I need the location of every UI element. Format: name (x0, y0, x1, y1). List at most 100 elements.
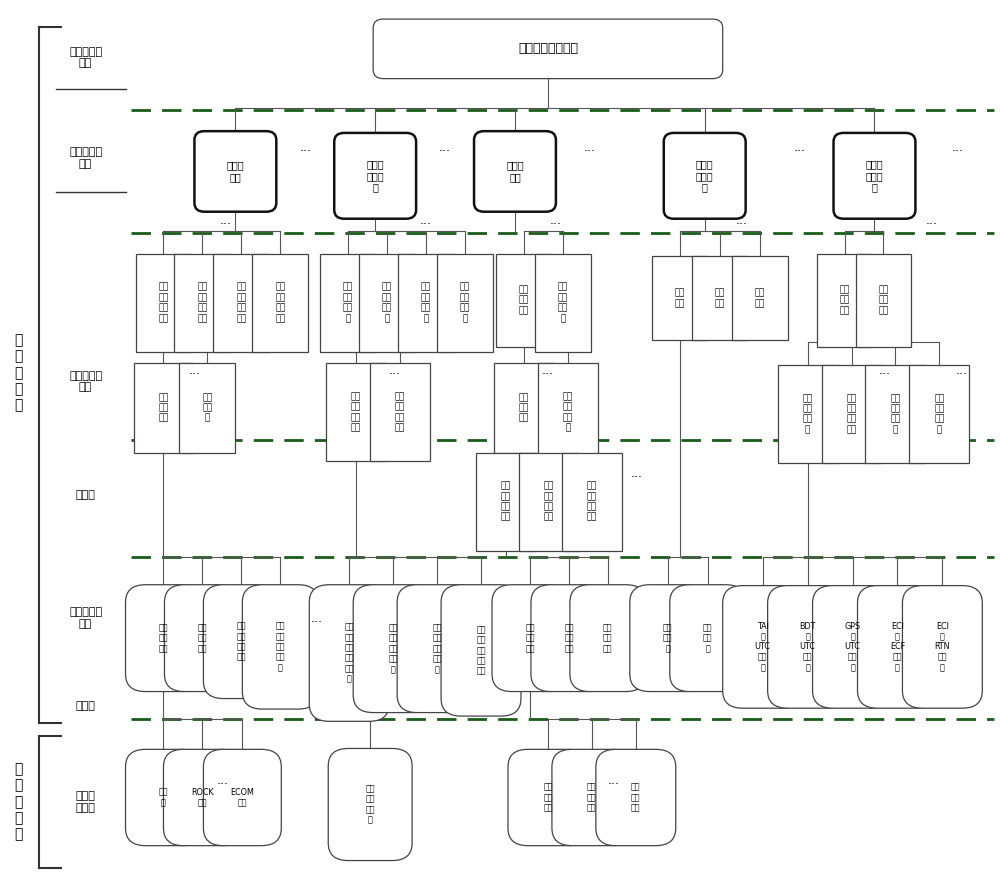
FancyBboxPatch shape (252, 253, 308, 352)
Text: 双层
折线
模型: 双层 折线 模型 (631, 782, 641, 812)
Text: 二级颗粒度
模型: 二级颗粒度 模型 (69, 147, 102, 169)
Text: ···: ··· (608, 778, 620, 791)
Text: 用户
接收
机模
块: 用户 接收 机模 块 (558, 282, 568, 323)
Text: 单元层: 单元层 (76, 701, 96, 710)
Text: GPS
与
UTC
间转
换: GPS 与 UTC 间转 换 (844, 622, 861, 672)
Text: 主控
站仿
真模
块: 主控 站仿 真模 块 (343, 282, 353, 323)
FancyBboxPatch shape (652, 256, 708, 340)
FancyBboxPatch shape (397, 585, 477, 713)
Text: ···: ··· (216, 778, 228, 791)
FancyBboxPatch shape (664, 133, 746, 218)
FancyBboxPatch shape (213, 253, 269, 352)
FancyBboxPatch shape (535, 253, 591, 352)
Text: 四级颗粒度
模型: 四级颗粒度 模型 (69, 607, 102, 629)
FancyBboxPatch shape (373, 19, 723, 79)
FancyBboxPatch shape (437, 253, 493, 352)
Text: 空间环
境子系
统: 空间环 境子系 统 (696, 160, 714, 192)
Text: 星间
环境: 星间 环境 (755, 289, 765, 308)
Text: ···: ··· (310, 616, 322, 629)
Text: ···: ··· (955, 368, 967, 381)
Text: 广域
差分
信息
仿真
模型: 广域 差分 信息 仿真 模型 (476, 625, 486, 675)
FancyBboxPatch shape (778, 365, 838, 463)
Text: 模
型
逼
真
度: 模 型 逼 真 度 (14, 762, 23, 841)
FancyBboxPatch shape (858, 586, 937, 709)
Text: 电离
层模
型: 电离 层模 型 (663, 624, 673, 653)
Text: 飞机
轨迹
仿真
模型: 飞机 轨迹 仿真 模型 (544, 481, 554, 522)
FancyBboxPatch shape (370, 363, 430, 461)
FancyBboxPatch shape (353, 585, 433, 713)
FancyBboxPatch shape (179, 363, 235, 453)
FancyBboxPatch shape (508, 749, 588, 845)
Text: 积分
器模
块: 积分 器模 块 (202, 393, 213, 423)
Text: ···: ··· (794, 145, 806, 158)
FancyBboxPatch shape (476, 453, 536, 551)
FancyBboxPatch shape (309, 585, 389, 721)
FancyBboxPatch shape (692, 256, 748, 340)
Text: 三级颗粒度
模型: 三级颗粒度 模型 (69, 371, 102, 392)
Text: 一级颗粒度
模型: 一级颗粒度 模型 (69, 46, 102, 68)
FancyBboxPatch shape (126, 749, 201, 845)
FancyBboxPatch shape (163, 749, 241, 845)
Text: 日月
引力
摄动
模型: 日月 引力 摄动 模型 (237, 622, 246, 662)
FancyBboxPatch shape (194, 132, 276, 211)
Text: 卫星
载荷
仿真
模块: 卫星 载荷 仿真 模块 (236, 282, 246, 323)
FancyBboxPatch shape (768, 586, 848, 709)
Text: 时间
系统
内部
转换: 时间 系统 内部 转换 (846, 394, 857, 434)
Text: 球模
型: 球模 型 (159, 788, 168, 807)
FancyBboxPatch shape (126, 585, 201, 692)
FancyBboxPatch shape (334, 133, 416, 218)
Text: ···: ··· (219, 218, 231, 232)
FancyBboxPatch shape (909, 365, 969, 463)
Text: 坐标
系统
间转
换: 坐标 系统 间转 换 (890, 394, 901, 434)
FancyBboxPatch shape (562, 453, 622, 551)
Text: 二体
引力
模型: 二体 引力 模型 (198, 624, 207, 653)
Text: 不同建
模方法: 不同建 模方法 (76, 791, 96, 813)
FancyBboxPatch shape (670, 585, 746, 692)
FancyBboxPatch shape (359, 253, 415, 352)
Text: 用户子
系统: 用户子 系统 (506, 160, 524, 182)
Text: ECI
与
RTN
间转
换: ECI 与 RTN 间转 换 (935, 622, 950, 672)
Text: 电离
层参
数仿
真模
型: 电离 层参 数仿 真模 型 (388, 624, 398, 674)
Text: ···: ··· (188, 368, 200, 381)
FancyBboxPatch shape (494, 363, 554, 453)
Text: 动力
计算
模块: 动力 计算 模块 (158, 393, 169, 423)
Text: 全球卫星导航系统: 全球卫星导航系统 (518, 42, 578, 55)
FancyBboxPatch shape (136, 253, 191, 352)
Text: ···: ··· (542, 368, 554, 381)
FancyBboxPatch shape (732, 256, 788, 340)
Text: ···: ··· (925, 218, 937, 232)
Text: 三角
格网
模型: 三角 格网 模型 (587, 782, 597, 812)
Text: 轮船
轨迹
仿真
模型: 轮船 轨迹 仿真 模型 (587, 481, 597, 522)
Text: ···: ··· (420, 218, 432, 232)
Text: 卫星
星座
仿真
模块: 卫星 星座 仿真 模块 (275, 282, 285, 323)
Text: 最小
二乘
法模
型: 最小 二乘 法模 型 (365, 784, 375, 824)
Text: ···: ··· (550, 218, 562, 232)
Text: ···: ··· (299, 145, 311, 158)
FancyBboxPatch shape (474, 132, 556, 211)
Text: 转弯
运动
模型: 转弯 运动 模型 (564, 624, 574, 653)
FancyBboxPatch shape (531, 585, 607, 692)
FancyBboxPatch shape (834, 133, 915, 218)
Text: 业务
规划
生成
模块: 业务 规划 生成 模块 (395, 392, 405, 432)
FancyBboxPatch shape (164, 585, 240, 692)
Text: 用户
仿真
模块: 用户 仿真 模块 (519, 285, 529, 315)
FancyBboxPatch shape (242, 585, 318, 709)
FancyBboxPatch shape (320, 253, 376, 352)
FancyBboxPatch shape (441, 585, 521, 716)
Text: 时空基
准子系
统: 时空基 准子系 统 (866, 160, 883, 192)
FancyBboxPatch shape (865, 365, 925, 463)
Text: 卫星
星历
差参
数仿
真模
型: 卫星 星历 差参 数仿 真模 型 (344, 623, 354, 683)
Text: 坐标
系统
模块: 坐标 系统 模块 (878, 285, 889, 315)
Text: 导航
电文
仿真
模块: 导航 电文 仿真 模块 (351, 392, 361, 432)
Text: 地面
环境: 地面 环境 (715, 289, 725, 308)
Text: ···: ··· (878, 368, 890, 381)
FancyBboxPatch shape (174, 253, 230, 352)
Text: 完好
性参
数仿
真模
型: 完好 性参 数仿 真模 型 (432, 624, 442, 674)
FancyBboxPatch shape (492, 585, 568, 692)
Text: 注入
站仿
真模
块: 注入 站仿 真模 块 (382, 282, 392, 323)
Text: ···: ··· (631, 472, 643, 484)
FancyBboxPatch shape (203, 585, 279, 699)
FancyBboxPatch shape (552, 749, 632, 845)
Text: 地面控
制子系
统: 地面控 制子系 统 (366, 160, 384, 192)
Text: 时间
系统
间转
换: 时间 系统 间转 换 (802, 394, 813, 434)
